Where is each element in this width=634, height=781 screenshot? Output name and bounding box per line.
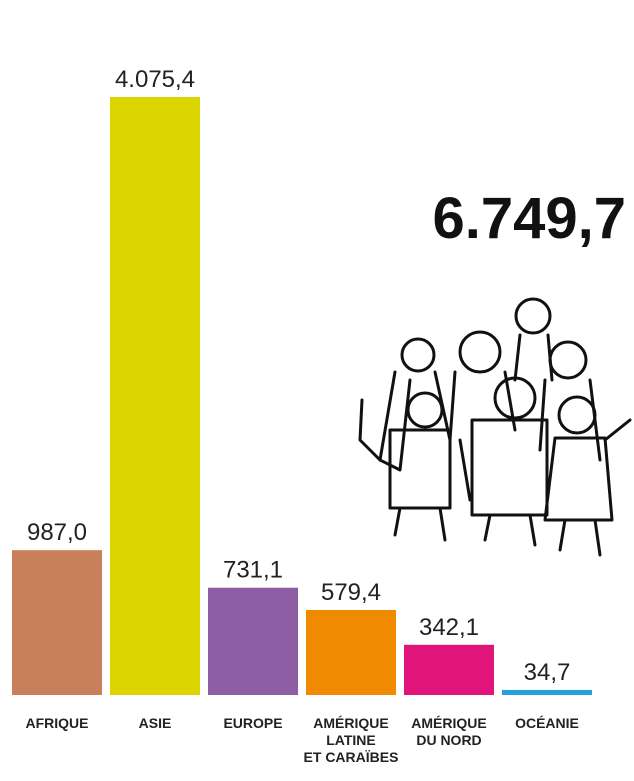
x-tick-label: ASIE (139, 715, 172, 731)
value-label: 34,7 (524, 659, 571, 686)
bar (208, 587, 298, 695)
value-label: 987,0 (27, 519, 87, 546)
x-tick-label: AFRIQUE (26, 715, 89, 731)
x-tick-label: OCÉANIE (515, 715, 579, 731)
bar (404, 644, 494, 695)
x-tick-label: EUROPE (223, 715, 282, 731)
bar (306, 609, 396, 695)
x-tick-label: AMÉRIQUE DU NORD (411, 715, 486, 748)
x-tick-label: AMÉRIQUE LATINE ET CARAÏBES (304, 715, 399, 765)
bar (110, 97, 200, 696)
bar (502, 689, 592, 695)
value-label: 579,4 (321, 579, 381, 606)
people-drawing (358, 297, 632, 557)
bar (12, 550, 102, 695)
total-annotation: 6.749,7 (432, 186, 626, 251)
value-label: 4.075,4 (115, 66, 195, 93)
value-label: 731,1 (223, 557, 283, 584)
value-label: 342,1 (419, 614, 479, 641)
